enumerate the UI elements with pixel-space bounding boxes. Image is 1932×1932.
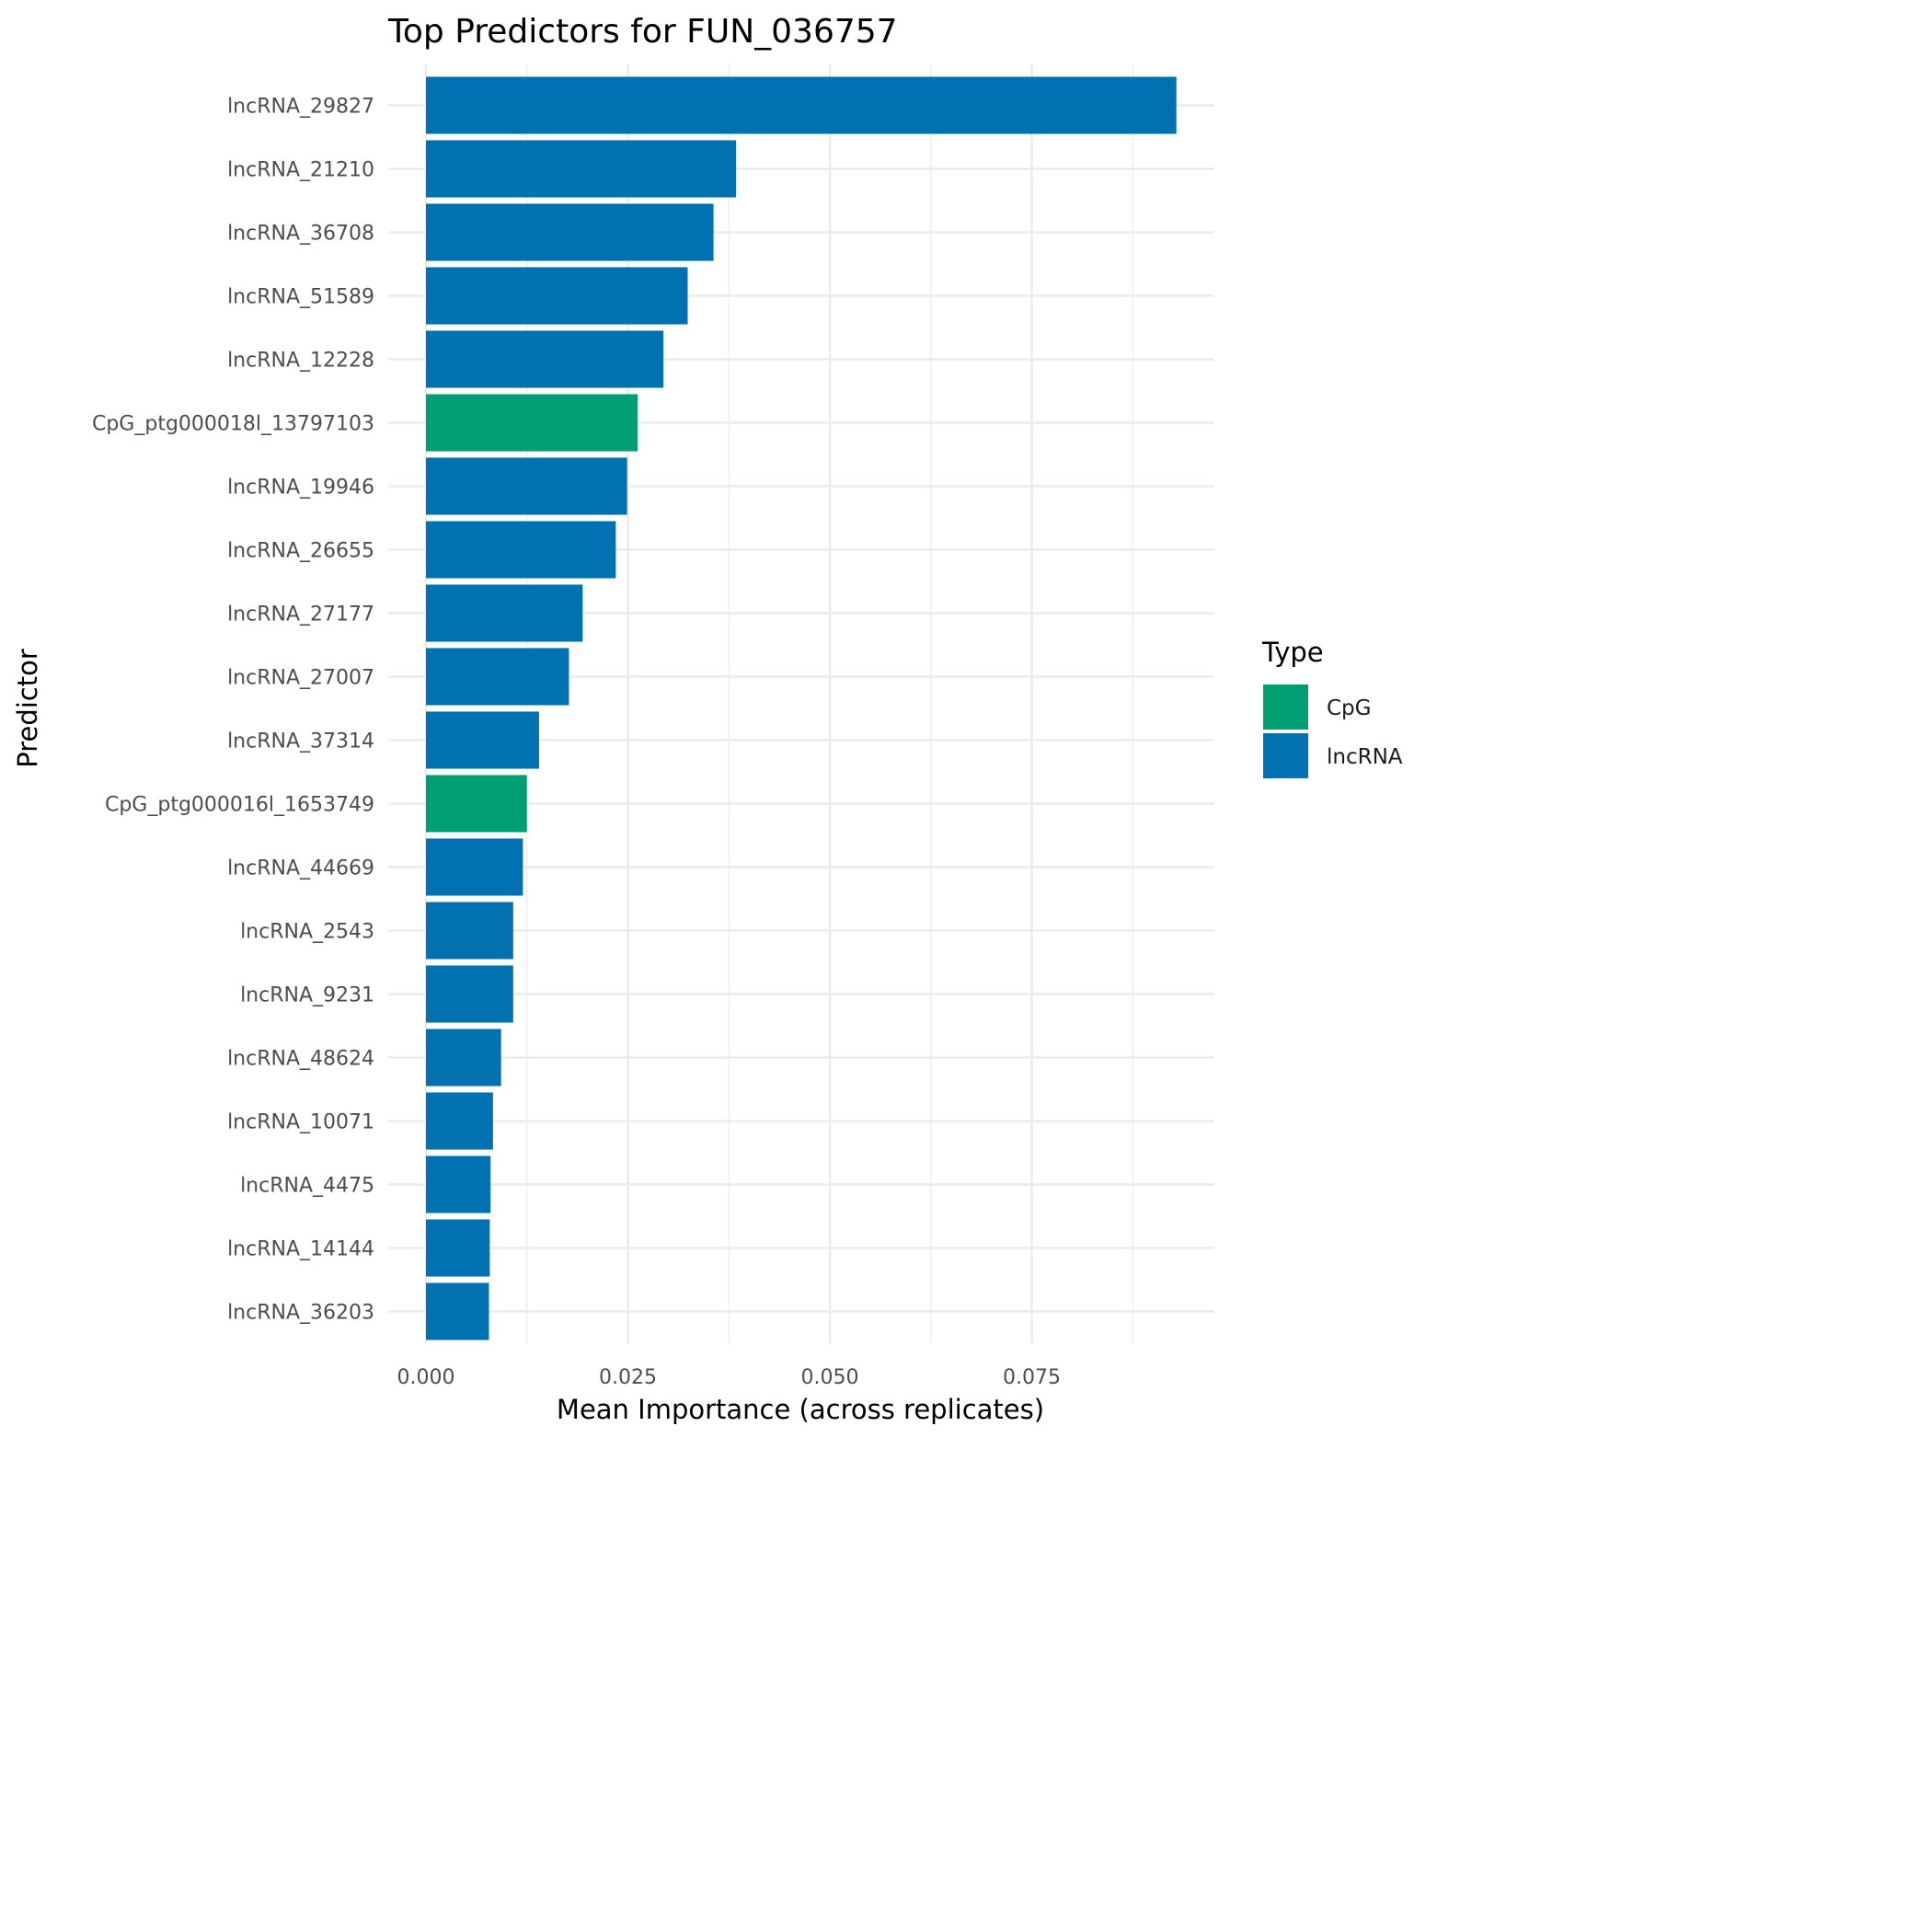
y-tick-label: lncRNA_9231 [240, 984, 374, 1007]
x-tick-label: 0.050 [801, 1366, 859, 1389]
y-tick-label: lncRNA_10071 [227, 1111, 374, 1134]
y-tick-label: lncRNA_27177 [227, 604, 374, 627]
legend-label: lncRNA [1327, 745, 1403, 769]
bar [426, 267, 688, 325]
y-tick-label: lncRNA_27007 [227, 667, 374, 690]
bar [426, 330, 664, 388]
x-tick-label: 0.000 [397, 1366, 455, 1389]
bar [426, 394, 638, 452]
y-tick-label: lncRNA_29827 [227, 96, 374, 119]
y-tick-label: lncRNA_48624 [227, 1048, 374, 1071]
y-tick-label: lncRNA_36203 [227, 1302, 374, 1325]
y-tick-label: lncRNA_51589 [227, 286, 374, 309]
bar [426, 140, 737, 198]
bar [426, 711, 539, 769]
bar [426, 1156, 491, 1213]
x-axis-title: Mean Importance (across replicates) [557, 1394, 1044, 1425]
bar-chart: Top Predictors for FUN_036757 lncRNA_298… [12, 13, 1403, 1425]
bar [426, 1092, 493, 1150]
y-tick-label: CpG_ptg000016l_1653749 [105, 794, 374, 817]
y-tick-label: CpG_ptg000018l_13797103 [92, 413, 374, 436]
bar [426, 1219, 490, 1277]
y-tick-label: lncRNA_19946 [227, 477, 374, 500]
bar [426, 648, 569, 706]
bar [426, 521, 616, 579]
y-tick-label: lncRNA_44669 [227, 857, 374, 880]
legend-swatch [1263, 684, 1308, 730]
x-axis-tick-labels: 0.000 0.025 0.050 0.075 [397, 1366, 1061, 1389]
bars [426, 76, 1177, 1340]
x-tick-label: 0.025 [599, 1366, 657, 1389]
bar [426, 584, 583, 642]
bar [426, 902, 513, 960]
y-tick-label: lncRNA_14144 [227, 1238, 374, 1261]
bar [426, 203, 714, 261]
legend-title: Type [1261, 637, 1324, 668]
bar [426, 76, 1177, 134]
y-tick-label: lncRNA_36708 [227, 223, 374, 246]
bar [426, 775, 527, 833]
bar [426, 1029, 501, 1087]
bar [426, 838, 523, 896]
y-tick-label: lncRNA_2543 [240, 921, 374, 944]
legend-swatch [1263, 733, 1308, 778]
x-tick-label: 0.075 [1003, 1366, 1061, 1389]
bar [426, 965, 513, 1023]
y-tick-label: lncRNA_21210 [227, 159, 374, 182]
y-tick-label: lncRNA_4475 [240, 1175, 374, 1198]
chart-title: Top Predictors for FUN_036757 [387, 13, 898, 51]
bar [426, 457, 627, 515]
y-axis-tick-labels: lncRNA_29827 lncRNA_21210 lncRNA_36708 lncR… [92, 96, 374, 1325]
y-tick-label: lncRNA_37314 [227, 730, 374, 753]
bar [426, 1282, 489, 1340]
legend-label: CpG [1327, 696, 1371, 720]
y-axis-title: Predictor [12, 649, 43, 768]
y-tick-label: lncRNA_26655 [227, 540, 374, 563]
y-tick-label: lncRNA_12228 [227, 350, 374, 373]
legend: Type CpG lncRNA [1261, 637, 1403, 778]
